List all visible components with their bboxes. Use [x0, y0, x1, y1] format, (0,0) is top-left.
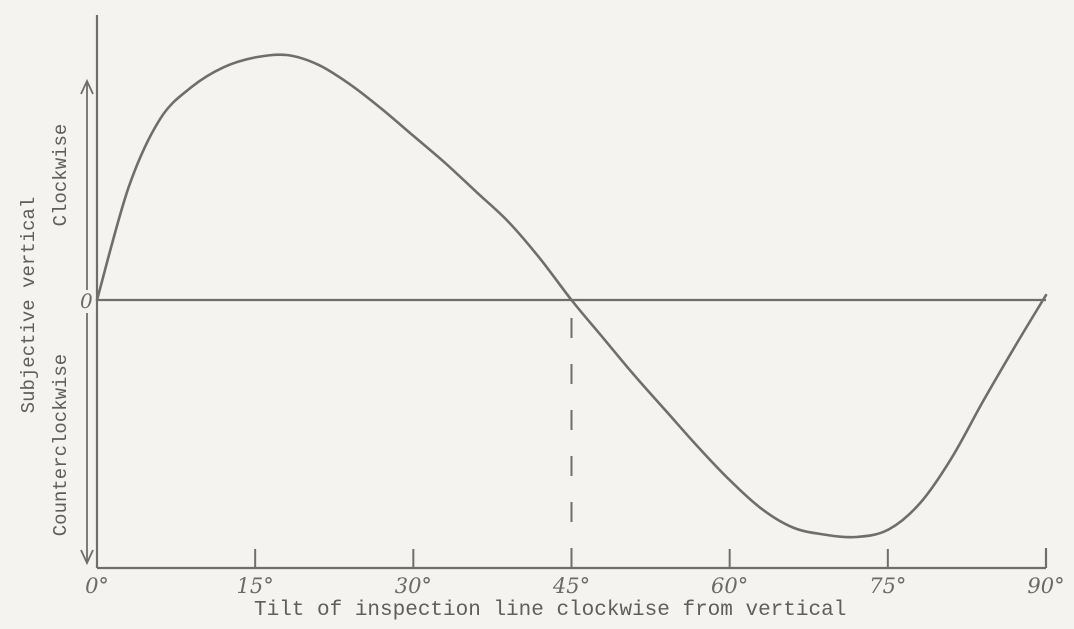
data-point [919, 503, 920, 504]
x-tick-label: 15° [237, 574, 274, 598]
data-point [887, 529, 888, 530]
x-tick-label: 30° [395, 574, 432, 598]
clockwise-arrowhead-icon [80, 78, 94, 95]
data-point [761, 508, 762, 509]
x-axis-title: Tilt of inspection line clockwise from v… [254, 599, 846, 622]
data-point [729, 480, 730, 481]
data-point [1014, 347, 1015, 348]
data-point [223, 67, 224, 68]
data-point [191, 86, 192, 87]
y-axis-title: Subjective vertical [18, 197, 40, 414]
data-series [95, 53, 1048, 539]
data-point [792, 527, 793, 528]
series-line-0 [95, 53, 1048, 539]
x-tick-label: 0° [85, 574, 109, 598]
data-point [951, 458, 952, 459]
data-point [128, 187, 129, 188]
data-point [349, 84, 350, 85]
data-point [982, 401, 983, 402]
x-tick-label: 90° [1027, 574, 1064, 598]
data-point [318, 64, 319, 65]
direction-arrows [80, 78, 94, 566]
zero-label: 0 [80, 289, 93, 313]
data-point [508, 221, 509, 222]
data-point [634, 375, 635, 376]
counterclockwise-arrowhead-icon [80, 549, 94, 566]
data-point [381, 108, 382, 109]
data-point [255, 57, 256, 58]
data-point [476, 192, 477, 193]
axes [95, 15, 1048, 570]
y-negative-label: Counterclockwise [50, 354, 72, 536]
data-point [697, 446, 698, 447]
x-tick-label: 60° [711, 574, 748, 598]
x-ticks: 0° 15° 30° 45° 60° 75° 90° [85, 549, 1065, 598]
y-positive-label: Clockwise [50, 124, 72, 227]
data-point [160, 118, 161, 119]
x-tick-label: 45° [552, 574, 590, 598]
data-point [856, 536, 857, 537]
data-point [666, 411, 667, 412]
data-point [413, 135, 414, 136]
data-point [1045, 295, 1046, 296]
data-point [571, 299, 572, 300]
data-point [286, 54, 287, 55]
x-tick-label: 75° [869, 574, 906, 598]
data-point [444, 162, 445, 163]
data-point [96, 299, 97, 300]
data-point [603, 337, 604, 338]
data-point [539, 258, 540, 259]
data-point [824, 534, 825, 535]
